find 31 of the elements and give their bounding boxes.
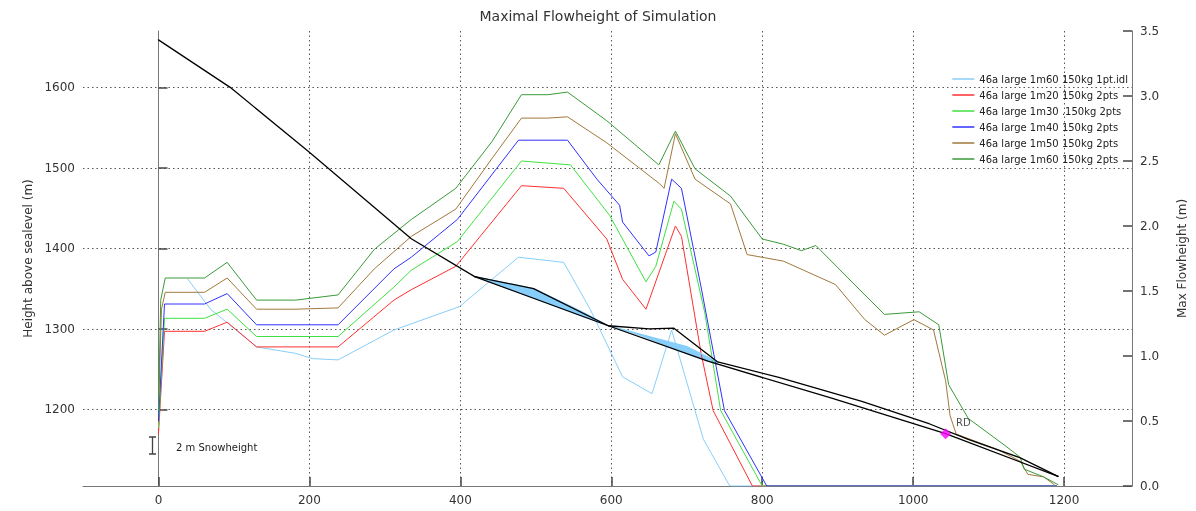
y-tick-label: 1300 xyxy=(44,321,75,336)
y2-tick-label: 3.0 xyxy=(1140,89,1160,103)
legend-label: 46a large 1m60 150kg 2pts xyxy=(979,153,1119,165)
y2-tick-label: 0.0 xyxy=(1140,479,1160,493)
x-tick-label: 0 xyxy=(154,493,163,507)
y2-tick-label: 1.0 xyxy=(1140,349,1160,363)
x-tick-label: 1200 xyxy=(1048,493,1080,507)
legend-label: 46a large 1m60 150kg 1pt.idl xyxy=(979,73,1129,85)
y2-axis-title: Max Flowheight (m) xyxy=(1175,198,1189,319)
x-tick-label: 400 xyxy=(448,493,472,507)
y-tick-label: 1200 xyxy=(44,402,75,417)
legend-label: 46a large 1m40 150kg 2pts xyxy=(979,121,1119,133)
y2-tick-label: 2.0 xyxy=(1140,219,1160,233)
x-tick-label: 800 xyxy=(750,493,774,507)
y2-tick-label: 1.5 xyxy=(1140,284,1160,298)
x-tick-label: 1000 xyxy=(897,493,929,507)
y2-tick-label: 0.5 xyxy=(1140,414,1160,428)
legend-label: 46a large 1m30 .150kg 2pts xyxy=(979,105,1122,117)
x-tick-label: 200 xyxy=(297,493,321,507)
y-tick-label: 1400 xyxy=(44,241,75,256)
series-label: RD xyxy=(956,417,972,429)
x-tick-label: 600 xyxy=(599,493,623,507)
y-tick-label: 1600 xyxy=(44,80,75,95)
y-tick-label: 1500 xyxy=(44,160,75,175)
y2-tick-label: 3.5 xyxy=(1140,24,1160,38)
y2-tick-label: 2.5 xyxy=(1140,154,1160,168)
legend-label: 46a large 1m50 150kg 2pts xyxy=(979,137,1119,149)
chart-title: Maximal Flowheight of Simulation xyxy=(479,8,717,24)
annotation: 2 m Snowheight xyxy=(176,442,258,453)
legend-label: 46a large 1m20 150kg 2pts xyxy=(979,89,1119,101)
y-axis-title: Height above sealevel (m) xyxy=(20,179,35,338)
